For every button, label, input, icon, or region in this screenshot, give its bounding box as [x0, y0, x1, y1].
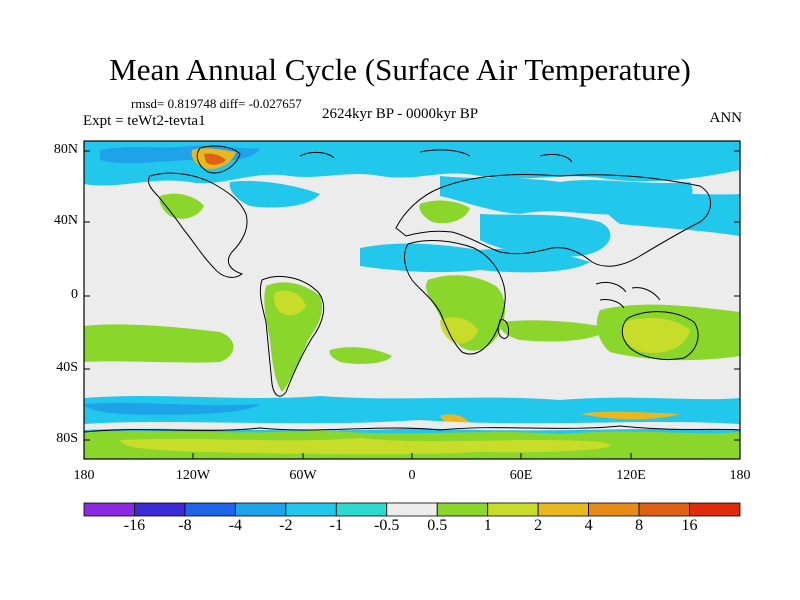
southern-ocean-cyan [84, 396, 740, 422]
europe-green-patch [419, 200, 470, 224]
sahara-cyan-band [360, 243, 590, 273]
colorbar [83, 502, 741, 517]
lon-label-120w: 120W [175, 468, 211, 483]
lat-label-80s: 80S [56, 431, 78, 446]
africa-yellowgreen [440, 317, 478, 344]
lon-label-60w: 60W [289, 468, 317, 483]
map-field [84, 141, 740, 459]
eurasia-coast [395, 174, 711, 267]
asia-cyan-patch [480, 214, 611, 257]
lon-ticks [83, 453, 741, 459]
lon-label-60e: 60E [509, 468, 533, 483]
madagascar-coast [497, 319, 509, 339]
colorbar-label: -4 [228, 517, 243, 534]
colorbar-swatch [436, 502, 489, 517]
north-america-cyan [229, 180, 320, 208]
experiment-label: Expt = teWt2-tevta1 [83, 113, 206, 129]
arctic-islands-coast [299, 149, 573, 163]
colorbar-swatch [184, 502, 236, 517]
antarctic-yellowgreen [120, 438, 611, 455]
north-pacific-cyan [600, 193, 740, 236]
period-label: 2624kyr BP - 0000kyr BP [322, 106, 479, 122]
colorbar-label: -16 [123, 517, 146, 534]
north-america-coast [147, 172, 248, 278]
colorbar-swatch [234, 502, 287, 517]
indonesia-coast [595, 281, 661, 309]
lon-label-120e: 120E [616, 468, 646, 483]
colorbar-swatch [487, 502, 539, 517]
south-atlantic-green [329, 347, 392, 364]
greenland-red-patch [204, 153, 226, 165]
colorbar-label: 0.5 [427, 517, 448, 534]
colorbar-label: -0.5 [374, 517, 400, 534]
colorbar-swatch [638, 502, 690, 517]
antarctica-coast [83, 425, 741, 433]
africa-coast [404, 240, 506, 355]
africa-green [425, 275, 506, 351]
colorbar-swatch [588, 502, 640, 517]
colorbar-swatch [689, 502, 741, 517]
colorbar-label: -1 [329, 517, 343, 534]
season-label: ANN [709, 110, 743, 126]
colorbar-swatch [285, 502, 337, 517]
lat-label-40n: 40N [53, 213, 78, 228]
colorbar-swatch [537, 502, 590, 517]
south-pacific-green [84, 324, 234, 363]
colorbar-swatch [83, 502, 135, 517]
southern-ocean-blue [84, 402, 260, 415]
figure-title: Mean Annual Cycle (Surface Air Temperatu… [109, 52, 691, 87]
colorbar-label: 8 [635, 517, 644, 534]
colorbar-label: 1 [483, 517, 492, 534]
colorbar-label: 16 [681, 517, 698, 534]
lon-label-180e: 180 [729, 468, 751, 483]
colorbar-swatch [335, 502, 388, 517]
stats-text: rmsd= 0.819748 diff= -0.027657 [131, 96, 302, 111]
colorbar-label: -8 [178, 517, 192, 534]
greenland-coast [196, 145, 241, 174]
south-america-yellowgreen [273, 290, 306, 316]
colorbar-swatch [134, 502, 186, 517]
colorbar-label: 4 [584, 517, 593, 534]
lat-label-80n: 80N [53, 142, 78, 157]
south-america-coast [259, 275, 325, 397]
lon-label-180w: 180 [73, 468, 95, 483]
colorbar-label: 2 [534, 517, 543, 534]
colorbar-label: -2 [279, 517, 293, 534]
colorbar-swatch [386, 502, 438, 517]
antarctic-orange-spots [440, 411, 680, 426]
lon-label-0: 0 [408, 468, 416, 483]
lat-label-0: 0 [71, 287, 78, 302]
lat-ticks [84, 150, 740, 441]
coastlines [83, 145, 741, 433]
indian-ocean-green [499, 320, 610, 342]
lat-label-40s: 40S [56, 360, 78, 375]
australia-yellowgreen [622, 317, 690, 354]
australia-coast [621, 311, 699, 361]
